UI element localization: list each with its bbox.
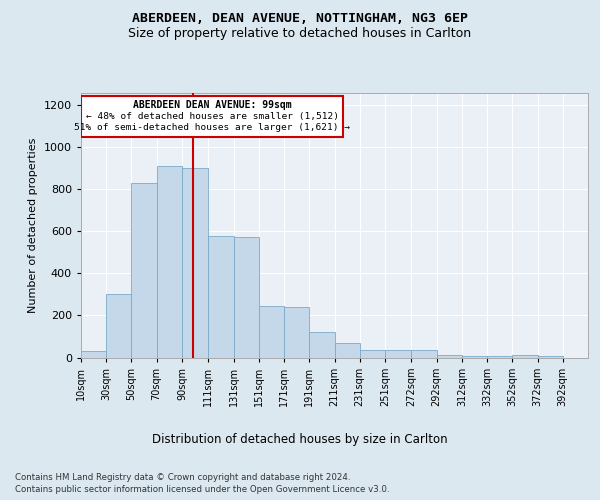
Bar xyxy=(259,306,284,358)
Text: ABERDEEN, DEAN AVENUE, NOTTINGHAM, NG3 6EP: ABERDEEN, DEAN AVENUE, NOTTINGHAM, NG3 6… xyxy=(132,12,468,26)
Bar xyxy=(131,183,157,358)
Bar xyxy=(157,166,182,358)
Bar xyxy=(412,350,437,358)
Text: Contains HM Land Registry data © Crown copyright and database right 2024.: Contains HM Land Registry data © Crown c… xyxy=(15,472,350,482)
Text: 51% of semi-detached houses are larger (1,621) →: 51% of semi-detached houses are larger (… xyxy=(74,124,350,132)
Bar xyxy=(360,350,385,358)
Bar xyxy=(538,356,563,358)
Bar xyxy=(512,356,538,358)
Bar xyxy=(335,343,360,357)
Bar xyxy=(81,351,106,358)
Bar xyxy=(462,356,487,358)
Y-axis label: Number of detached properties: Number of detached properties xyxy=(28,138,38,312)
Bar xyxy=(284,307,309,358)
Bar xyxy=(182,168,208,358)
Bar xyxy=(309,332,335,357)
Text: ABERDEEN DEAN AVENUE: 99sqm: ABERDEEN DEAN AVENUE: 99sqm xyxy=(133,100,292,110)
Bar xyxy=(81,96,343,137)
Bar xyxy=(208,236,233,358)
Bar xyxy=(233,236,259,358)
Text: ← 48% of detached houses are smaller (1,512): ← 48% of detached houses are smaller (1,… xyxy=(86,112,338,121)
Bar xyxy=(487,356,512,358)
Bar xyxy=(385,350,412,358)
Text: Contains public sector information licensed under the Open Government Licence v3: Contains public sector information licen… xyxy=(15,485,389,494)
Bar xyxy=(106,294,131,358)
Text: Size of property relative to detached houses in Carlton: Size of property relative to detached ho… xyxy=(128,28,472,40)
Bar xyxy=(437,356,462,358)
Text: Distribution of detached houses by size in Carlton: Distribution of detached houses by size … xyxy=(152,432,448,446)
